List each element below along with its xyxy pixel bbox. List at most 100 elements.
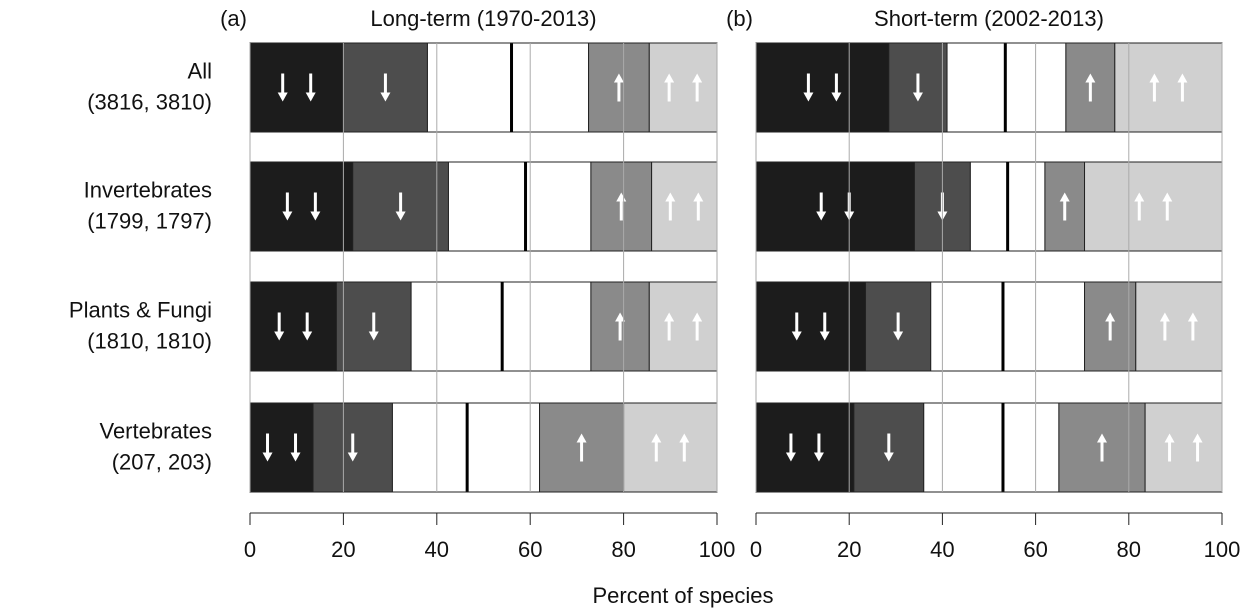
panel-title: Short-term (2002-2013) bbox=[874, 6, 1104, 31]
bar-segment bbox=[755, 281, 867, 372]
arrow-head bbox=[1159, 312, 1170, 322]
arrow-head bbox=[1149, 73, 1160, 83]
arrow-head bbox=[305, 92, 316, 102]
bar-segment bbox=[525, 161, 592, 252]
arrow-head bbox=[380, 92, 391, 102]
arrow-head bbox=[274, 331, 285, 341]
arrow-head bbox=[1187, 312, 1198, 322]
x-tick-label: 60 bbox=[1023, 537, 1047, 562]
arrow-head bbox=[791, 331, 802, 341]
bar-segment bbox=[249, 402, 314, 493]
category-label: Invertebrates bbox=[84, 177, 212, 202]
bar-segment bbox=[466, 402, 541, 493]
x-tick-label: 80 bbox=[1117, 537, 1141, 562]
bar-segment bbox=[511, 42, 590, 133]
panel-label: (b) bbox=[726, 6, 753, 31]
bar-segment bbox=[648, 281, 718, 372]
category-label: Vertebrates bbox=[99, 418, 212, 443]
x-tick-label: 20 bbox=[837, 537, 861, 562]
x-tick-label: 40 bbox=[930, 537, 954, 562]
bar-segment bbox=[648, 42, 718, 133]
arrow-head bbox=[1162, 192, 1173, 202]
arrow-head bbox=[310, 211, 321, 221]
bar-segment bbox=[969, 161, 1009, 252]
arrow-head bbox=[883, 452, 894, 462]
bar-segment bbox=[946, 42, 1006, 133]
arrow-head bbox=[576, 433, 587, 443]
bar-segment bbox=[1002, 281, 1086, 372]
bar-segment bbox=[249, 281, 337, 372]
arrow-head bbox=[651, 433, 662, 443]
bar-segment bbox=[930, 281, 1004, 372]
bar-segment bbox=[755, 42, 890, 133]
arrow-head bbox=[785, 452, 796, 462]
category-count: (207, 203) bbox=[112, 449, 212, 474]
arrow-head bbox=[692, 73, 703, 83]
bar-segment bbox=[1007, 161, 1046, 252]
arrow-head bbox=[302, 331, 313, 341]
category-count: (1799, 1797) bbox=[87, 208, 212, 233]
panel-label: (a) bbox=[220, 6, 247, 31]
bar-segment bbox=[651, 161, 718, 252]
bar-segment bbox=[755, 161, 915, 252]
arrow-head bbox=[1105, 312, 1116, 322]
arrow-head bbox=[664, 73, 675, 83]
panel-title: Long-term (1970-2013) bbox=[370, 6, 596, 31]
arrow-head bbox=[665, 192, 676, 202]
x-tick-label: 0 bbox=[244, 537, 256, 562]
bar-segment bbox=[1114, 42, 1223, 133]
arrow-head bbox=[816, 211, 827, 221]
bar-segment bbox=[447, 161, 527, 252]
bar-segment bbox=[249, 42, 344, 133]
bar-segment bbox=[391, 402, 468, 493]
x-tick-label: 100 bbox=[1204, 537, 1241, 562]
arrow-head bbox=[347, 452, 358, 462]
arrow-head bbox=[1192, 433, 1203, 443]
arrow-head bbox=[1177, 73, 1188, 83]
arrow-head bbox=[693, 192, 704, 202]
bar-segment bbox=[1002, 402, 1060, 493]
arrow-head bbox=[615, 312, 626, 322]
arrow-head bbox=[1134, 192, 1145, 202]
category-count: (3816, 3810) bbox=[87, 89, 212, 114]
bar-segment bbox=[1135, 281, 1223, 372]
arrow-head bbox=[679, 433, 690, 443]
x-tick-label: 100 bbox=[699, 537, 736, 562]
category-count: (1810, 1810) bbox=[87, 328, 212, 353]
arrow-head bbox=[831, 92, 842, 102]
arrow-head bbox=[1164, 433, 1175, 443]
arrow-head bbox=[290, 452, 301, 462]
x-axis-label: Percent of species bbox=[593, 583, 774, 608]
arrow-head bbox=[277, 92, 288, 102]
bar-segment bbox=[1084, 161, 1223, 252]
x-tick-label: 60 bbox=[518, 537, 542, 562]
arrow-head bbox=[395, 211, 406, 221]
arrow-head bbox=[803, 92, 814, 102]
arrow-head bbox=[1097, 433, 1108, 443]
bar-segment bbox=[623, 402, 718, 493]
arrow-head bbox=[813, 452, 824, 462]
category-label: Plants & Fungi bbox=[69, 297, 212, 322]
bar-segment bbox=[501, 281, 592, 372]
x-tick-label: 40 bbox=[425, 537, 449, 562]
bar-segment bbox=[410, 281, 503, 372]
arrow-head bbox=[262, 452, 273, 462]
arrow-head bbox=[912, 92, 923, 102]
x-tick-label: 20 bbox=[331, 537, 355, 562]
x-tick-label: 0 bbox=[750, 537, 762, 562]
arrow-head bbox=[282, 211, 293, 221]
bar-segment bbox=[755, 402, 855, 493]
arrow-head bbox=[1085, 73, 1096, 83]
category-label: All bbox=[188, 58, 212, 83]
bar-segment bbox=[249, 161, 354, 252]
arrow-head bbox=[819, 331, 830, 341]
arrow-head bbox=[893, 331, 904, 341]
arrow-head bbox=[613, 73, 624, 83]
bar-segment bbox=[1144, 402, 1223, 493]
x-tick-label: 80 bbox=[611, 537, 635, 562]
arrow-head bbox=[368, 331, 379, 341]
arrow-head bbox=[1059, 192, 1070, 202]
bar-segment bbox=[335, 281, 412, 372]
bar-segment bbox=[923, 402, 1004, 493]
